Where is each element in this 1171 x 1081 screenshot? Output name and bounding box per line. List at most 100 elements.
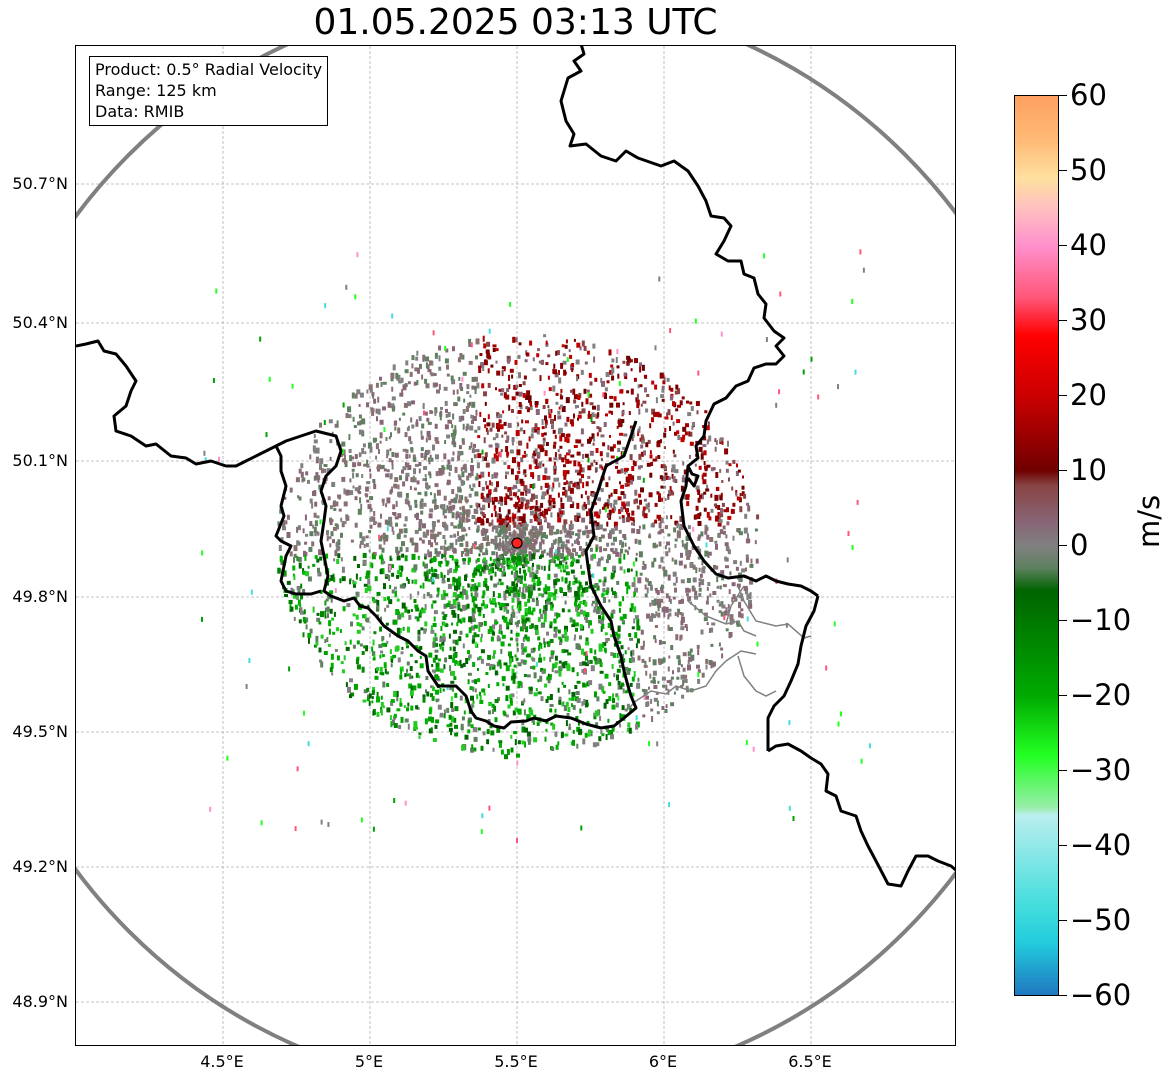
echo-pixel <box>652 676 656 683</box>
echo-pixel <box>603 422 607 427</box>
echo-pixel <box>572 704 576 710</box>
echo-pixel <box>427 369 432 373</box>
echo-pixel <box>578 582 582 588</box>
echo-pixel <box>504 431 508 435</box>
echo-pixel <box>485 542 488 547</box>
echo-pixel <box>639 437 642 442</box>
echo-pixel <box>510 629 513 634</box>
echo-pixel <box>477 606 482 612</box>
echo-pixel <box>701 672 705 678</box>
echo-pixel <box>525 499 530 505</box>
data-source-label: Data: RMIB <box>95 102 185 121</box>
echo-pixel <box>483 559 488 566</box>
echo-pixel <box>763 253 766 259</box>
echo-pixel <box>501 388 505 393</box>
echo-pixel <box>537 474 541 481</box>
echo-pixel <box>455 539 458 545</box>
echo-pixel <box>307 632 312 638</box>
echo-pixel <box>330 653 334 660</box>
echo-pixel <box>521 740 525 745</box>
echo-pixel <box>314 520 318 527</box>
echo-pixel <box>342 402 345 408</box>
echo-pixel <box>599 464 603 469</box>
echo-pixel <box>576 580 581 584</box>
echo-pixel <box>728 632 733 637</box>
echo-pixel <box>689 431 693 437</box>
echo-pixel <box>509 490 512 497</box>
echo-pixel <box>523 561 528 567</box>
echo-pixel <box>355 614 359 620</box>
echo-pixel <box>379 440 382 444</box>
echo-pixel <box>471 679 476 683</box>
echo-pixel <box>652 458 657 462</box>
radar-map[interactable] <box>75 45 956 1046</box>
echo-pixel <box>490 364 494 368</box>
echo-pixel <box>473 571 478 576</box>
echo-pixel <box>633 606 637 613</box>
echo-pixel <box>664 428 667 432</box>
echo-pixel <box>345 682 348 688</box>
echo-pixel <box>594 649 597 655</box>
echo-pixel <box>508 531 512 537</box>
echo-pixel <box>396 627 400 634</box>
echo-pixel <box>701 474 704 480</box>
echo-pixel <box>558 427 563 433</box>
echo-pixel <box>415 421 419 427</box>
echo-pixel <box>392 504 396 510</box>
echo-pixel <box>406 576 409 581</box>
echo-pixel <box>485 547 488 552</box>
echo-pixel <box>618 529 622 534</box>
echo-pixel <box>381 642 386 647</box>
echo-pixel <box>412 475 415 480</box>
echo-pixel <box>429 360 432 366</box>
echo-pixel <box>401 646 404 650</box>
echo-pixel <box>628 727 632 734</box>
echo-pixel <box>665 570 668 577</box>
echo-pixel <box>641 364 645 371</box>
echo-pixel <box>491 519 494 526</box>
echo-pixel <box>469 505 473 509</box>
echo-pixel <box>595 609 600 614</box>
echo-pixel <box>436 389 440 394</box>
echo-pixel <box>687 596 692 602</box>
echo-pixel <box>446 505 449 511</box>
echo-pixel <box>380 701 384 707</box>
echo-pixel <box>534 624 539 630</box>
echo-pixel <box>411 553 416 560</box>
echo-pixel <box>368 700 371 706</box>
echo-pixel <box>588 680 593 686</box>
echo-pixel <box>215 288 218 294</box>
echo-pixel <box>717 505 721 510</box>
echo-pixel <box>540 613 544 619</box>
echo-pixel <box>517 524 521 529</box>
echo-pixel <box>494 511 497 518</box>
echo-pixel <box>400 377 404 383</box>
echo-pixel <box>329 543 332 548</box>
echo-pixel <box>382 500 385 506</box>
echo-pixel <box>657 531 662 535</box>
echo-pixel <box>452 639 456 644</box>
echo-pixel <box>455 581 460 587</box>
echo-pixel <box>443 554 447 558</box>
echo-pixel <box>579 635 582 640</box>
echo-pixel <box>613 396 617 402</box>
echo-pixel <box>483 343 487 349</box>
echo-pixel <box>707 421 710 426</box>
echo-pixel <box>441 553 444 559</box>
echo-pixel <box>468 493 472 498</box>
echo-pixel <box>279 509 283 514</box>
echo-pixel <box>457 396 461 402</box>
echo-pixel <box>686 400 689 404</box>
echo-pixel <box>498 529 503 535</box>
echo-pixel <box>426 569 430 573</box>
echo-pixel <box>408 454 411 459</box>
echo-pixel <box>400 565 403 572</box>
echo-pixel <box>672 476 676 483</box>
echo-pixel <box>519 550 524 556</box>
echo-pixel <box>687 412 692 417</box>
echo-pixel <box>392 530 395 535</box>
echo-pixel <box>810 356 813 362</box>
echo-pixel <box>430 557 434 563</box>
echo-pixel <box>672 401 675 407</box>
echo-pixel <box>581 401 584 407</box>
